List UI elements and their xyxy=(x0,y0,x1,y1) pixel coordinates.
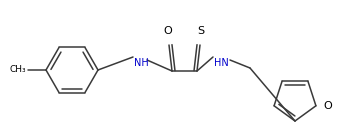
Text: O: O xyxy=(323,101,332,111)
Text: NH: NH xyxy=(134,58,149,68)
Text: HN: HN xyxy=(214,58,229,68)
Text: CH₃: CH₃ xyxy=(9,65,26,75)
Text: O: O xyxy=(164,26,172,36)
Text: S: S xyxy=(198,26,205,36)
